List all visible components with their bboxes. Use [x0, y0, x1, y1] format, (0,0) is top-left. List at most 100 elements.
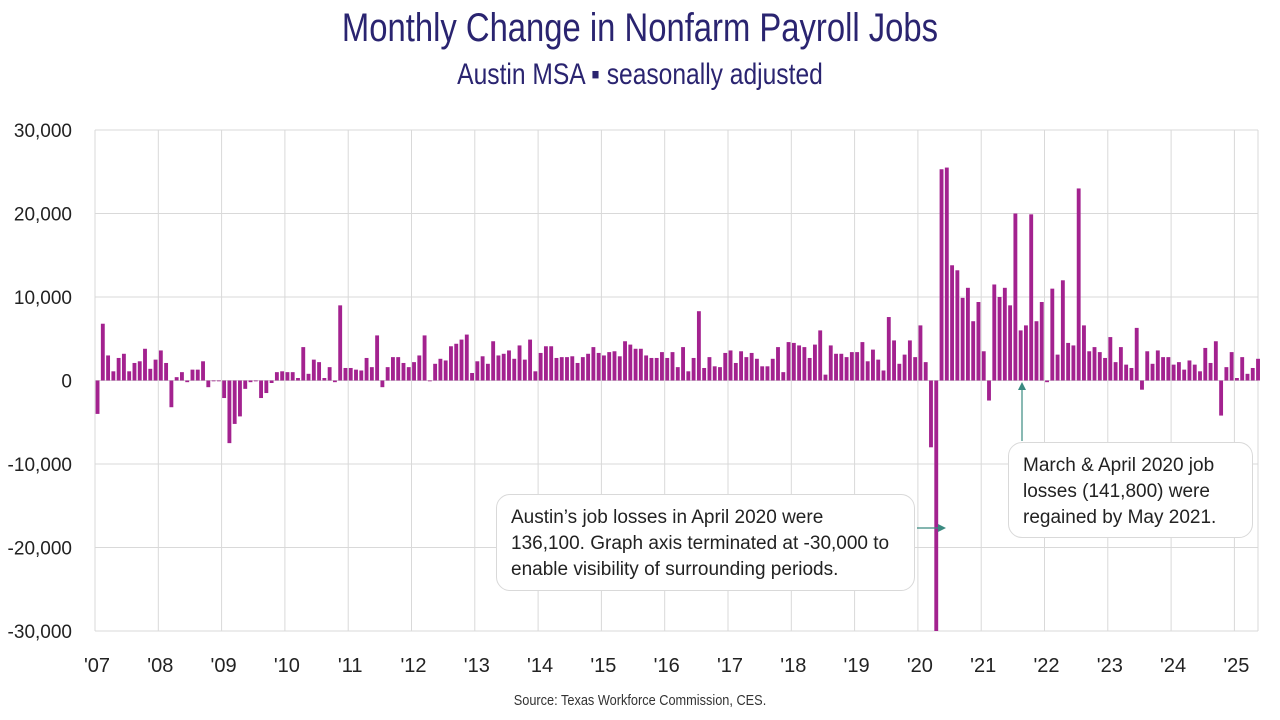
bar: [776, 347, 780, 381]
bar: [438, 358, 443, 381]
bar: [987, 380, 991, 401]
bar: [781, 372, 786, 381]
bar: [501, 353, 506, 381]
bar: [433, 363, 438, 381]
bar: [480, 356, 485, 381]
bar: [1140, 380, 1144, 390]
bar: [1034, 321, 1039, 381]
bar: [1013, 213, 1018, 381]
bar: [586, 353, 591, 381]
bar: [190, 369, 195, 381]
bar: [406, 367, 411, 381]
bar: [475, 361, 480, 381]
bar: [686, 371, 691, 381]
bar: [427, 380, 432, 382]
x-tick-label: '23: [1097, 655, 1123, 677]
bar: [348, 367, 353, 381]
bar: [1240, 357, 1245, 381]
bar: [549, 346, 554, 381]
x-tick-label: '13: [464, 655, 490, 677]
bar: [723, 352, 728, 381]
bar: [955, 270, 960, 381]
bar: [364, 357, 369, 381]
bar: [1203, 347, 1208, 381]
bar: [285, 372, 290, 381]
bar: [201, 361, 205, 381]
bar: [918, 325, 923, 381]
bar: [238, 380, 242, 417]
bar: [454, 343, 459, 381]
bar: [691, 357, 696, 381]
bar: [839, 353, 844, 381]
y-axis-ticks: 30,000 20,000 10,000 0 -10,000 -20,000 -30,000: [8, 121, 72, 643]
bar: [1182, 369, 1187, 381]
y-tick-label: 0: [61, 372, 72, 393]
bar: [754, 358, 759, 381]
bar: [1097, 352, 1102, 381]
bar: [865, 361, 870, 381]
x-tick-label: '09: [211, 655, 237, 677]
bar: [712, 366, 717, 381]
bar: [375, 335, 380, 381]
x-tick-label: '08: [147, 655, 173, 677]
arrow-right-icon: [938, 524, 946, 532]
bar: [332, 380, 337, 383]
bar: [380, 380, 385, 388]
bar: [100, 323, 105, 381]
bar: [180, 372, 184, 381]
bar: [950, 265, 955, 381]
bar: [232, 380, 237, 424]
bar: [153, 359, 158, 381]
bar: [1018, 330, 1023, 381]
bars: [95, 167, 1260, 631]
bar: [1171, 364, 1176, 381]
bar: [871, 349, 875, 381]
bar: [834, 353, 838, 381]
x-tick-label: '16: [654, 655, 680, 677]
bar: [728, 350, 733, 381]
bar: [929, 380, 933, 448]
x-tick-label: '19: [844, 655, 870, 677]
bar: [1150, 363, 1155, 381]
bar: [607, 352, 612, 381]
bar: [1155, 350, 1160, 381]
bar: [264, 380, 269, 394]
bar: [164, 362, 169, 381]
bar: [1176, 362, 1181, 381]
x-tick-label: '25: [1223, 655, 1249, 677]
bar: [412, 362, 416, 381]
bar: [121, 353, 126, 381]
bar: [1024, 325, 1028, 381]
bar: [306, 373, 311, 381]
bar: [185, 380, 190, 383]
bar: [290, 372, 295, 381]
x-tick-label: '24: [1160, 655, 1186, 677]
april-2020-annotation: Austin’s job losses in April 2020 were 1…: [496, 494, 915, 591]
bar: [902, 354, 907, 381]
bar: [1166, 357, 1171, 381]
bar: [823, 374, 828, 381]
bar: [1076, 188, 1081, 381]
x-tick-label: '21: [970, 655, 996, 677]
bar: [517, 345, 522, 381]
bar: [897, 363, 902, 381]
bar: [813, 344, 817, 381]
bar: [670, 352, 675, 381]
x-tick-label: '07: [84, 655, 110, 677]
bar: [401, 362, 406, 381]
bar: [174, 377, 179, 381]
bar: [1229, 352, 1234, 381]
x-tick-label: '22: [1033, 655, 1059, 677]
y-tick-label: -10,000: [8, 455, 72, 476]
bar: [1161, 357, 1166, 381]
bar: [765, 366, 770, 381]
y-tick-label: 20,000: [14, 205, 72, 226]
bar: [1129, 367, 1134, 381]
bar: [981, 351, 986, 381]
bar: [1235, 378, 1239, 381]
bar: [485, 363, 490, 381]
bar: [602, 355, 606, 381]
bar: [417, 355, 422, 381]
bar: [1198, 371, 1202, 381]
bar: [702, 367, 707, 381]
